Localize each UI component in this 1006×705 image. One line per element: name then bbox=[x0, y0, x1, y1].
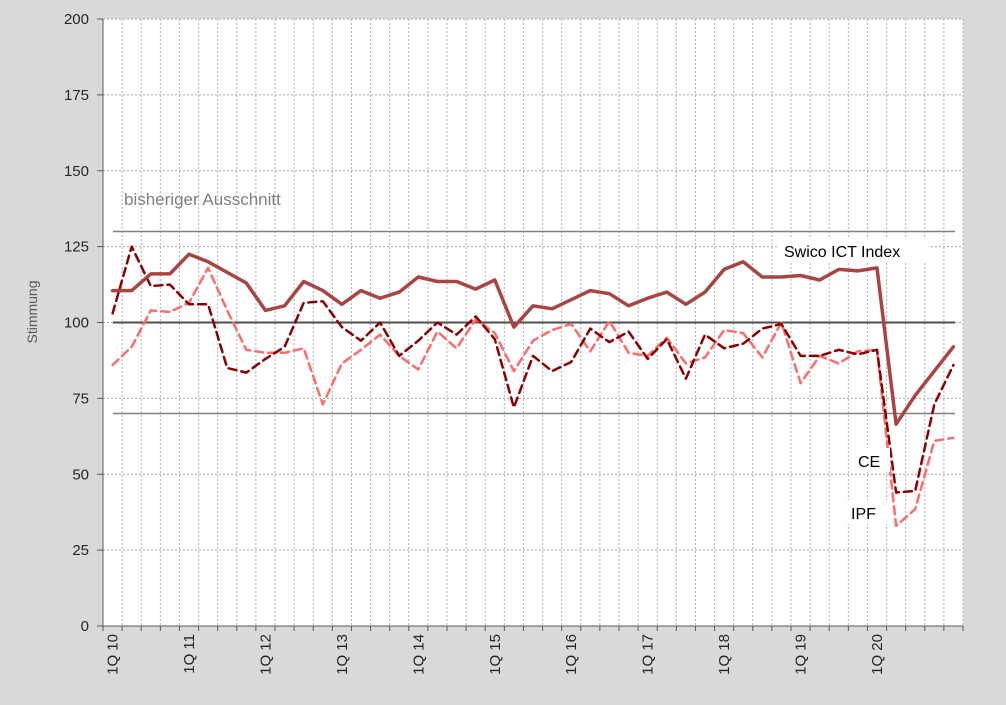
x-tick-label: 1Q 20 bbox=[869, 634, 886, 675]
y-tick-label: 125 bbox=[64, 239, 89, 256]
x-tick-label: 1Q 11 bbox=[181, 634, 198, 674]
vertical-gridlines bbox=[121, 19, 964, 626]
reference-lines bbox=[113, 230, 955, 415]
y-tick-label: 175 bbox=[64, 87, 89, 104]
y-tick-labels: 0 25 50 75 100 125 150 175 200 bbox=[64, 11, 103, 635]
series-line-ipf bbox=[111, 266, 955, 528]
ce-label: CE bbox=[858, 454, 880, 471]
range-annotation: bisheriger Ausschnitt bbox=[124, 190, 281, 209]
y-axis-label: Stimmung bbox=[24, 280, 40, 343]
x-tick-label: 1Q 19 bbox=[793, 634, 810, 675]
ipf-label: IPF bbox=[851, 506, 876, 523]
y-tick-label: 25 bbox=[72, 542, 89, 559]
swico-label-background bbox=[779, 238, 929, 262]
x-tick-label: 1Q 14 bbox=[410, 634, 427, 675]
ce-label-background bbox=[854, 448, 890, 472]
x-tick-label: 1Q 15 bbox=[487, 634, 504, 675]
x-tick-label: 1Q 17 bbox=[640, 634, 657, 675]
y-tick-label: 75 bbox=[72, 390, 89, 407]
y-tick-label: 200 bbox=[64, 11, 89, 28]
x-tick-label: 1Q 18 bbox=[716, 634, 733, 675]
series-line-ce bbox=[111, 245, 955, 494]
series-line-swico-ict-index bbox=[110, 252, 956, 426]
series-lines bbox=[110, 245, 956, 528]
y-tick-label: 100 bbox=[64, 315, 89, 332]
y-tick-label: 0 bbox=[81, 618, 89, 635]
x-tick-label: 1Q 16 bbox=[563, 634, 580, 675]
x-tick-labels: 1Q 10 1Q 11 1Q 12 1Q 13 1Q 14 1Q 15 1Q 16 1Q 17… bbox=[102, 626, 964, 675]
y-tick-label: 150 bbox=[64, 163, 89, 180]
ipf-label-background bbox=[847, 500, 887, 524]
x-tick-label: 1Q 10 bbox=[105, 634, 122, 675]
y-tick-label: 50 bbox=[72, 466, 89, 483]
x-tick-label: 1Q 12 bbox=[257, 634, 274, 675]
x-tick-label: 1Q 13 bbox=[334, 634, 351, 675]
swico-label: Swico ICT Index bbox=[784, 244, 900, 261]
